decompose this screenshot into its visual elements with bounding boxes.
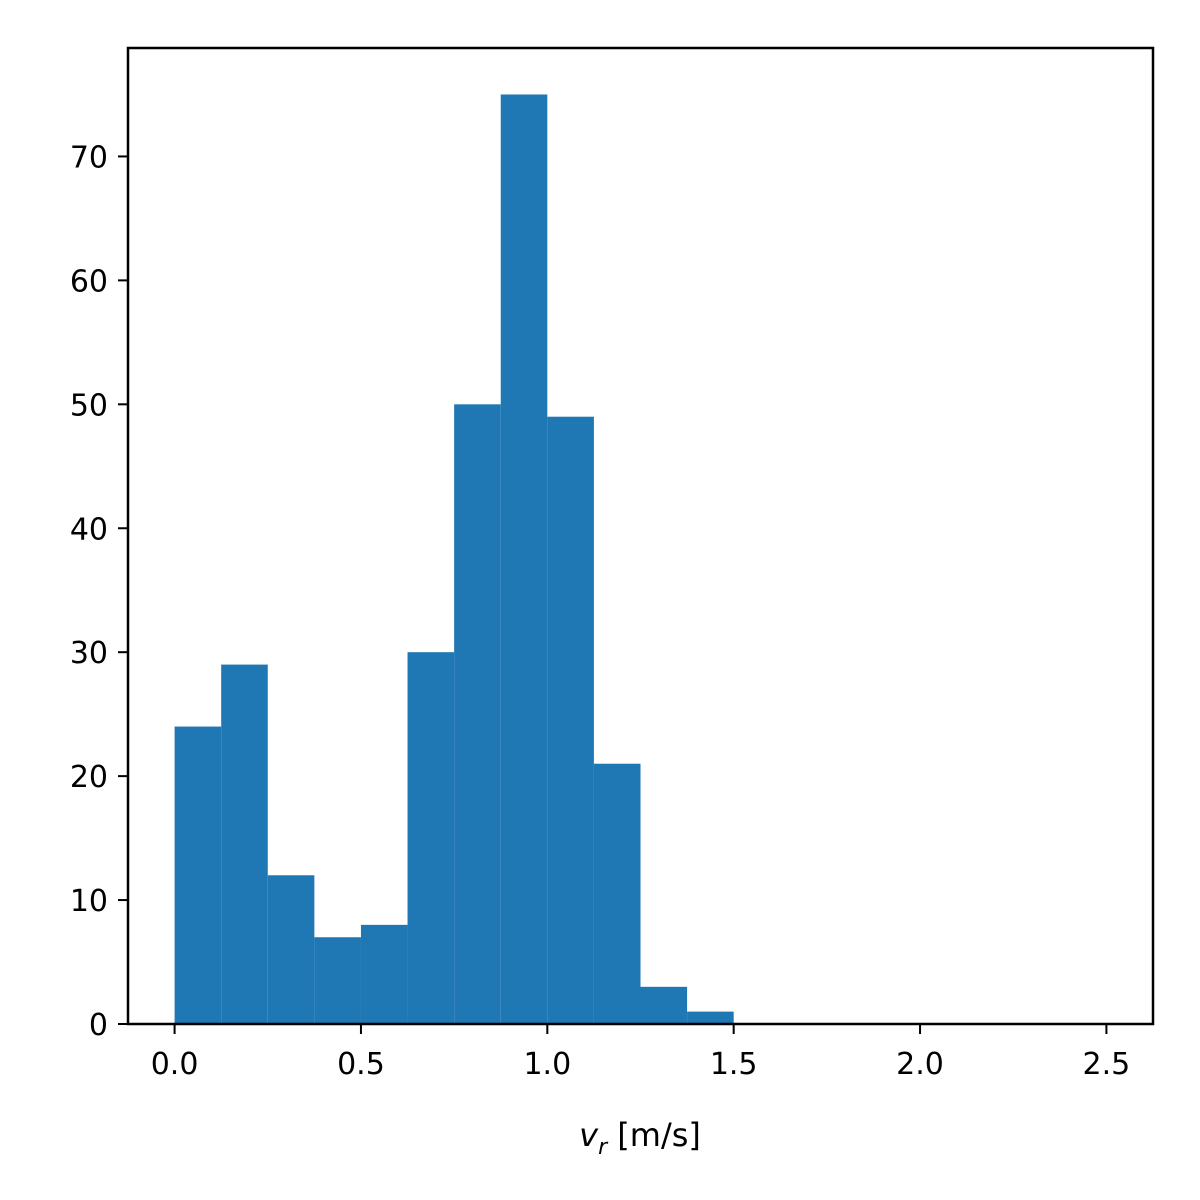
x-axis-label: vr [m/s] (579, 1116, 701, 1160)
x-tick-label-1: 0.5 (337, 1047, 385, 1082)
y-tick-label-3: 30 (70, 636, 108, 671)
histogram-bar-9 (593, 763, 641, 1024)
x-axis-label-symbol: v (579, 1116, 599, 1154)
histogram-bar-4 (360, 924, 408, 1024)
y-tick-label-1: 10 (70, 884, 108, 919)
histogram-bar-6 (454, 404, 501, 1024)
x-axis-label-subscript: r (598, 1135, 609, 1160)
x-tick-label-5: 2.5 (1083, 1047, 1131, 1082)
x-tick-label-4: 2.0 (896, 1047, 944, 1082)
y-axis-ticks: 0 10 20 30 40 50 60 70 (70, 140, 128, 1043)
histogram-bar-8 (547, 416, 594, 1024)
histogram-bar-11 (687, 1011, 734, 1024)
plot-frame (126, 46, 1155, 1026)
y-tick-label-7: 70 (70, 140, 108, 175)
histogram-bar-3 (314, 937, 361, 1024)
y-tick-label-0: 0 (89, 1008, 108, 1043)
x-tick-label-2: 1.0 (523, 1047, 571, 1082)
x-axis-label-unit: [m/s] (607, 1116, 701, 1154)
histogram-bar-2 (267, 875, 315, 1024)
histogram-bars (174, 94, 734, 1024)
y-tick-label-2: 20 (70, 760, 108, 795)
y-tick-label-5: 50 (70, 388, 108, 423)
histogram-bar-0 (174, 726, 222, 1024)
x-axis-ticks: 0.0 0.5 1.0 1.5 2.0 2.5 (151, 1024, 1131, 1082)
x-tick-label-0: 0.0 (151, 1047, 199, 1082)
y-tick-label-4: 40 (70, 512, 108, 547)
x-tick-label-3: 1.5 (710, 1047, 758, 1082)
histogram-bar-5 (407, 652, 455, 1024)
histogram-bar-7 (500, 94, 548, 1024)
histogram-bar-10 (640, 986, 688, 1024)
histogram-bar-1 (221, 664, 268, 1024)
y-tick-label-6: 60 (70, 264, 108, 299)
